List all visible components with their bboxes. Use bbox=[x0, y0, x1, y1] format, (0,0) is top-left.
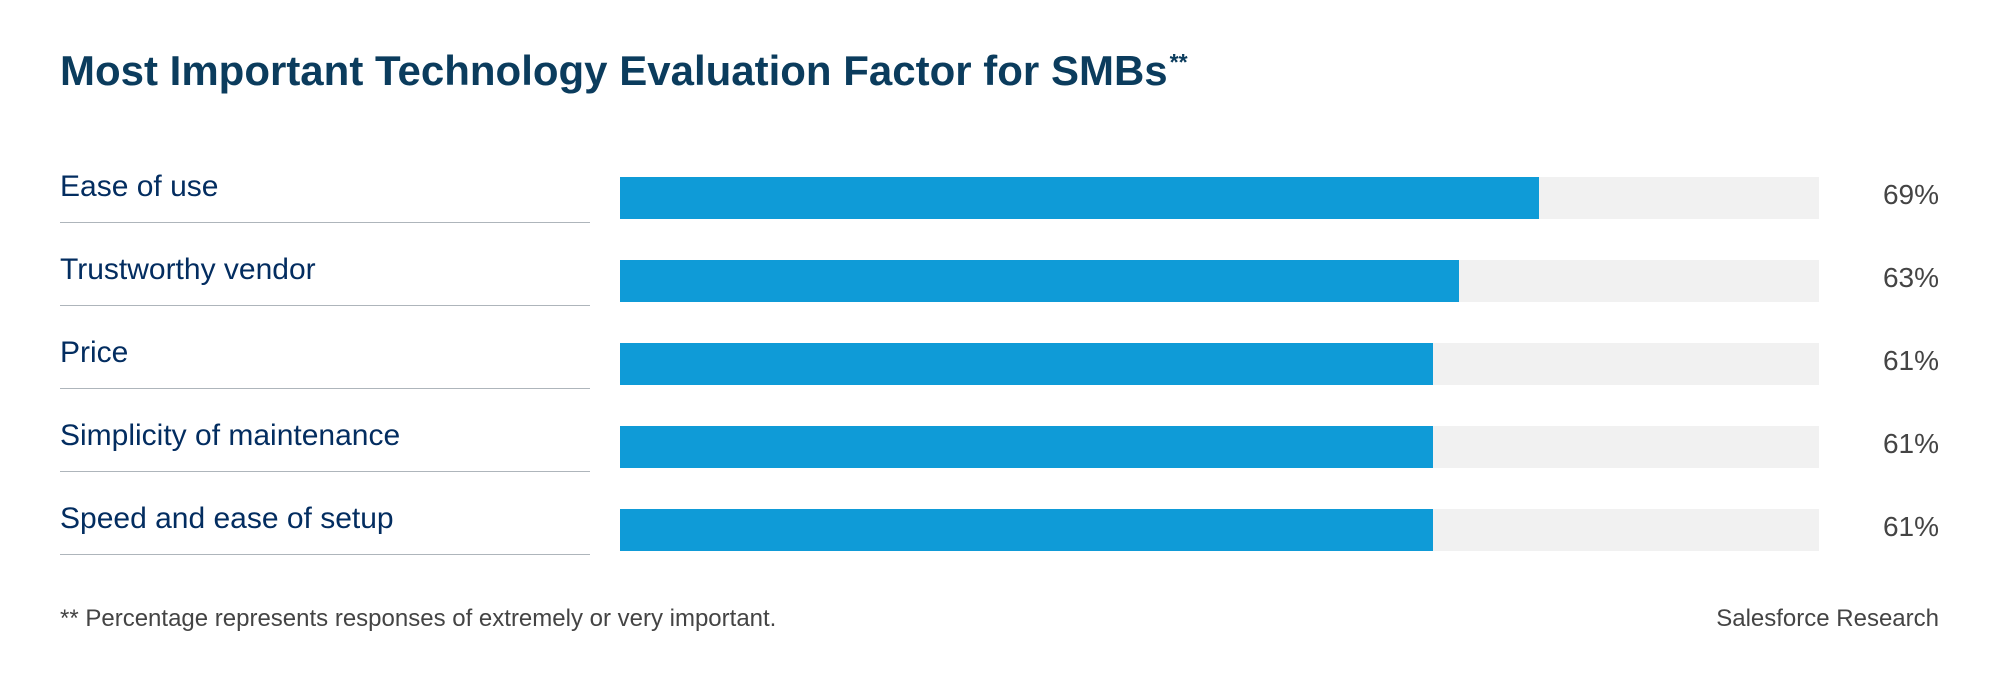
chart-title-superscript: ** bbox=[1170, 49, 1188, 75]
bar-chart: Ease of use 69% Trustworthy vendor 63% P… bbox=[60, 140, 1939, 555]
row-label: Ease of use bbox=[60, 170, 218, 218]
label-cell: Trustworthy vendor bbox=[60, 223, 590, 306]
value-cell: 61% bbox=[1829, 472, 1939, 555]
bar-fill bbox=[620, 260, 1459, 302]
bar-cell bbox=[590, 223, 1829, 306]
value-cell: 61% bbox=[1829, 306, 1939, 389]
chart-row: Simplicity of maintenance 61% bbox=[60, 389, 1939, 472]
label-cell: Price bbox=[60, 306, 590, 389]
chart-title: Most Important Technology Evaluation Fac… bbox=[60, 46, 1939, 96]
value-cell: 69% bbox=[1829, 140, 1939, 223]
footnote-prefix: ** bbox=[60, 605, 79, 632]
row-label: Simplicity of maintenance bbox=[60, 419, 400, 467]
footer: ** Percentage represents responses of ex… bbox=[60, 605, 1939, 633]
chart-row: Ease of use 69% bbox=[60, 140, 1939, 223]
bar-track bbox=[620, 426, 1819, 468]
label-cell: Speed and ease of setup bbox=[60, 472, 590, 555]
label-cell: Simplicity of maintenance bbox=[60, 389, 590, 472]
row-label: Price bbox=[60, 336, 128, 384]
footnote: ** Percentage represents responses of ex… bbox=[60, 605, 776, 633]
value-cell: 63% bbox=[1829, 223, 1939, 306]
bar-cell bbox=[590, 389, 1829, 472]
row-value: 63% bbox=[1883, 262, 1939, 294]
label-cell: Ease of use bbox=[60, 140, 590, 223]
chart-title-text: Most Important Technology Evaluation Fac… bbox=[60, 47, 1168, 94]
chart-row: Price 61% bbox=[60, 306, 1939, 389]
footnote-text: Percentage represents responses of extre… bbox=[85, 605, 776, 632]
chart-row: Speed and ease of setup 61% bbox=[60, 472, 1939, 555]
row-label: Speed and ease of setup bbox=[60, 502, 394, 550]
bar-track bbox=[620, 177, 1819, 219]
row-value: 61% bbox=[1883, 345, 1939, 377]
bar-cell bbox=[590, 140, 1829, 223]
bar-track bbox=[620, 343, 1819, 385]
attribution: Salesforce Research bbox=[1716, 605, 1939, 633]
chart-row: Trustworthy vendor 63% bbox=[60, 223, 1939, 306]
bar-track bbox=[620, 509, 1819, 551]
bar-fill bbox=[620, 343, 1433, 385]
row-value: 61% bbox=[1883, 428, 1939, 460]
bar-fill bbox=[620, 509, 1433, 551]
bar-track bbox=[620, 260, 1819, 302]
bar-fill bbox=[620, 177, 1539, 219]
row-label: Trustworthy vendor bbox=[60, 253, 316, 301]
bar-cell bbox=[590, 306, 1829, 389]
row-value: 61% bbox=[1883, 511, 1939, 543]
bar-cell bbox=[590, 472, 1829, 555]
bar-fill bbox=[620, 426, 1433, 468]
value-cell: 61% bbox=[1829, 389, 1939, 472]
row-value: 69% bbox=[1883, 179, 1939, 211]
